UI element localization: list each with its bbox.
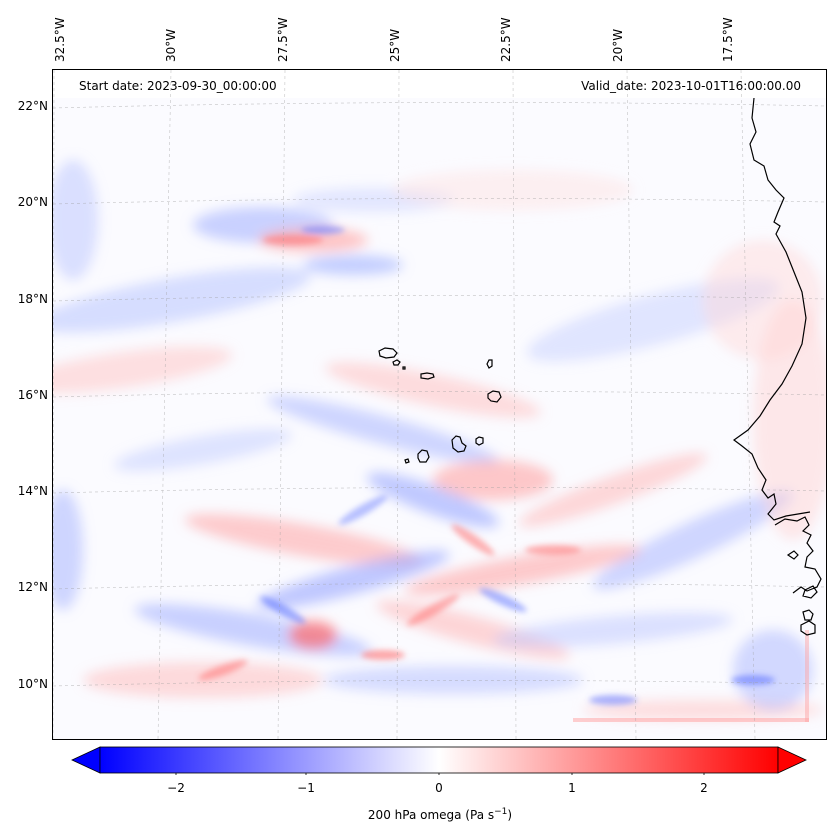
lat-label-22n: 22°N: [17, 99, 48, 113]
lon-label-27-5w: 27.5°W: [276, 17, 290, 62]
valid-date-label: Valid_date: 2023-10-01T16:00:00.00: [581, 79, 801, 93]
colorbar-label-end: ): [507, 808, 513, 822]
lon-label-20w: 20°W: [611, 28, 625, 62]
colorbar-tick-0: 0: [435, 781, 443, 795]
lat-label-16n: 16°N: [17, 388, 48, 402]
colorbar-gradient: [99, 746, 779, 774]
start-date-label: Start date: 2023-09-30_00:00:00: [79, 79, 277, 93]
lat-label-10n: 10°N: [17, 677, 48, 691]
lat-label-20n: 20°N: [17, 195, 48, 209]
cape-verde-islands: [378, 347, 502, 464]
lon-label-32-5w: 32.5°W: [53, 17, 67, 62]
omega-field-map: [53, 70, 826, 739]
colorbar-label: 200 hPa omega (Pa s−1): [0, 807, 837, 822]
colorbar-tick-marks: [175, 773, 705, 775]
colorbar-low-extend: [71, 746, 101, 774]
colorbar-tick-1: 1: [568, 781, 576, 795]
lat-label-14n: 14°N: [17, 484, 48, 498]
colorbar-label-text: 200 hPa omega (Pa s: [367, 808, 495, 822]
map-gridlines: [53, 70, 826, 739]
lat-label-12n: 12°N: [17, 580, 48, 594]
date-label-background: [53, 70, 826, 98]
african-coastline: [732, 97, 822, 636]
omega-field-blobs: [53, 160, 826, 720]
domain-edge-bottom: [573, 718, 809, 722]
colorbar-tick-minus-2: −2: [167, 781, 185, 795]
colorbar-high-extend: [777, 746, 807, 774]
colorbar: [71, 746, 807, 775]
lon-label-22-5w: 22.5°W: [499, 17, 513, 62]
omega-field-fine-streaks: [198, 226, 775, 705]
lon-label-30w: 30°W: [164, 28, 178, 62]
colorbar-tick-minus-1: −1: [297, 781, 315, 795]
domain-edge-right: [805, 630, 809, 722]
colorbar-tick-2: 2: [700, 781, 708, 795]
lat-label-18n: 18°N: [17, 292, 48, 306]
colorbar-label-superscript: −1: [494, 807, 508, 817]
map-frame: Start date: 2023-09-30_00:00:00 Valid_da…: [52, 69, 827, 740]
lon-label-17-5w: 17.5°W: [721, 17, 735, 62]
lon-label-25w: 25°W: [388, 28, 402, 62]
